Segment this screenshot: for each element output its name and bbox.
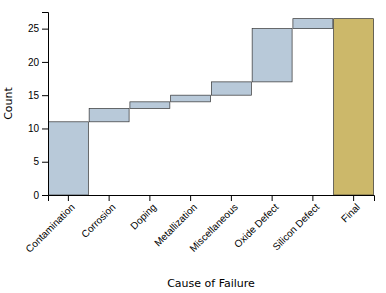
tick-label: Final <box>339 201 362 224</box>
y-axis: 0 5 10 15 20 25 <box>28 13 49 201</box>
bar <box>89 108 129 121</box>
tick-mark <box>231 195 232 201</box>
tick-mark <box>190 195 191 201</box>
bar <box>48 122 88 195</box>
tick-label: 0 <box>33 190 39 201</box>
bars <box>48 19 373 195</box>
tick-label: Miscellaneous <box>187 201 240 254</box>
bar <box>334 19 374 195</box>
tick-mark <box>149 195 150 201</box>
tick: Miscellaneous <box>187 195 240 254</box>
tick: 15 <box>28 90 48 101</box>
tick-mark <box>68 195 69 201</box>
tick: Doping <box>128 195 158 232</box>
tick-label: Corrosion <box>79 201 117 239</box>
tick-mark <box>109 195 110 201</box>
y-axis-title: Count <box>2 86 15 119</box>
tick-label: 5 <box>33 156 39 167</box>
x-axis-title: Cause of Failure <box>167 277 255 290</box>
axis-line <box>49 196 375 202</box>
tick-label: Contamination <box>23 201 76 254</box>
bar <box>211 82 251 95</box>
tick-mark <box>42 195 48 196</box>
tick-label: 10 <box>28 123 40 134</box>
bar <box>130 102 170 109</box>
x-axis: ContaminationCorrosionDopingMetallizatio… <box>23 195 374 255</box>
plot: 0510152025ContaminationCorrosionDopingMe… <box>23 13 374 255</box>
tick-mark <box>42 29 48 30</box>
tick: Final <box>339 195 362 224</box>
tick-mark <box>42 162 48 163</box>
tick-label: Silicon Defect <box>270 201 321 252</box>
tick: Corrosion <box>79 195 117 240</box>
tick: Silicon Defect <box>270 195 321 252</box>
tick-label: 25 <box>28 23 40 34</box>
tick: 10 <box>28 123 48 134</box>
tick-mark <box>42 128 48 129</box>
tick: 0 <box>33 190 48 201</box>
tick-mark <box>312 195 313 201</box>
tick-mark <box>272 195 273 201</box>
tick-label: 20 <box>28 57 40 68</box>
bar <box>252 29 292 82</box>
chart: 0510152025ContaminationCorrosionDopingMe… <box>0 0 386 293</box>
tick: 20 <box>28 57 48 68</box>
tick-label: 15 <box>28 90 40 101</box>
bar <box>171 95 211 102</box>
tick-mark <box>42 62 48 63</box>
tick-mark <box>353 195 354 201</box>
tick: 25 <box>28 23 48 34</box>
axis-line <box>42 13 49 196</box>
tick: Contamination <box>23 195 76 255</box>
tick-label: Doping <box>128 201 158 231</box>
bar <box>293 19 333 29</box>
tick-mark <box>42 95 48 96</box>
tick: 5 <box>33 156 48 167</box>
